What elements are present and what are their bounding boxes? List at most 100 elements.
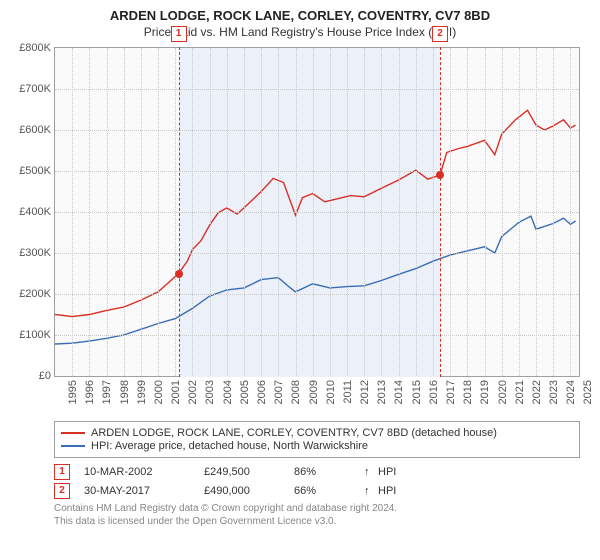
transaction-marker: 1: [54, 464, 70, 480]
x-axis-label: 2019: [480, 380, 492, 404]
gridline-v: [261, 48, 262, 376]
gridline-h: [55, 335, 579, 336]
chart-title: ARDEN LODGE, ROCK LANE, CORLEY, COVENTRY…: [14, 8, 586, 23]
y-axis-label: £600K: [19, 124, 51, 136]
gridline-v: [210, 48, 211, 376]
attribution: Contains HM Land Registry data © Crown c…: [54, 503, 580, 528]
y-axis-label: £200K: [19, 288, 51, 300]
y-axis-label: £800K: [19, 42, 51, 54]
marker-box-2: 2: [432, 26, 448, 42]
x-axis-label: 2002: [187, 380, 199, 404]
x-axis-label: 2007: [273, 380, 285, 404]
x-axis-label: 2022: [531, 380, 543, 404]
x-axis-label: 2008: [291, 380, 303, 404]
gridline-v: [553, 48, 554, 376]
gridline-v: [107, 48, 108, 376]
transaction-marker: 2: [54, 483, 70, 499]
arrow-up-icon: ↑: [364, 485, 378, 497]
x-axis-label: 2001: [170, 380, 182, 404]
chart-subtitle: Price paid vs. HM Land Registry's House …: [14, 25, 586, 39]
gridline-h: [55, 253, 579, 254]
transaction-hpi-label: HPI: [378, 485, 418, 497]
plot-area: £0£100K£200K£300K£400K£500K£600K£700K£80…: [54, 47, 580, 377]
gridline-h: [55, 212, 579, 213]
x-axis-label: 2010: [325, 380, 337, 404]
attribution-line: Contains HM Land Registry data © Crown c…: [54, 503, 580, 516]
x-axis-label: 2025: [583, 380, 595, 404]
gridline-v: [519, 48, 520, 376]
gridline-v: [278, 48, 279, 376]
transaction-pct: 66%: [294, 485, 364, 497]
gridline-v: [433, 48, 434, 376]
marker-dot-1: [175, 270, 183, 278]
gridline-v: [485, 48, 486, 376]
gridline-v: [450, 48, 451, 376]
x-axis-label: 2024: [565, 380, 577, 404]
x-axis-label: 2005: [239, 380, 251, 404]
attribution-line: This data is licensed under the Open Gov…: [54, 516, 580, 529]
x-axis-label: 2004: [222, 380, 234, 404]
gridline-v: [72, 48, 73, 376]
x-axis-label: 1998: [119, 380, 131, 404]
x-axis-label: 2015: [411, 380, 423, 404]
gridline-v: [296, 48, 297, 376]
transaction-price: £490,000: [204, 485, 294, 497]
x-axis-label: 2009: [308, 380, 320, 404]
x-axis-label: 1995: [67, 380, 79, 404]
x-axis-label: 2013: [376, 380, 388, 404]
gridline-v: [347, 48, 348, 376]
gridline-v: [381, 48, 382, 376]
gridline-h: [55, 171, 579, 172]
x-axis-label: 1997: [102, 380, 114, 404]
y-axis-label: £0: [39, 370, 51, 382]
gridline-v: [124, 48, 125, 376]
gridline-v: [227, 48, 228, 376]
x-axis-label: 2020: [497, 380, 509, 404]
gridline-v: [536, 48, 537, 376]
gridline-v: [399, 48, 400, 376]
gridline-v: [175, 48, 176, 376]
transaction-date: 30-MAY-2017: [84, 485, 204, 497]
x-axis-label: 2012: [359, 380, 371, 404]
legend-row: ARDEN LODGE, ROCK LANE, CORLEY, COVENTRY…: [61, 427, 573, 439]
transactions-table: 1 10-MAR-2002£249,50086%↑HPI 2 30-MAY-2017£…: [54, 464, 580, 499]
gridline-v: [158, 48, 159, 376]
transaction-row: 1 10-MAR-2002£249,50086%↑HPI: [54, 464, 580, 480]
y-axis-label: £400K: [19, 206, 51, 218]
transaction-hpi-label: HPI: [378, 466, 418, 478]
transaction-row: 2 30-MAY-2017£490,00066%↑HPI: [54, 483, 580, 499]
transaction-price: £249,500: [204, 466, 294, 478]
gridline-v: [313, 48, 314, 376]
legend-label: HPI: Average price, detached house, Nort…: [91, 440, 368, 452]
legend-row: HPI: Average price, detached house, Nort…: [61, 440, 573, 452]
legend-label: ARDEN LODGE, ROCK LANE, CORLEY, COVENTRY…: [91, 427, 497, 439]
gridline-v: [192, 48, 193, 376]
legend: ARDEN LODGE, ROCK LANE, CORLEY, COVENTRY…: [54, 421, 580, 458]
y-axis-label: £100K: [19, 329, 51, 341]
gridline-v: [244, 48, 245, 376]
gridline-v: [570, 48, 571, 376]
marker-box-1: 1: [171, 26, 187, 42]
x-axis-label: 2006: [256, 380, 268, 404]
transaction-pct: 86%: [294, 466, 364, 478]
gridline-h: [55, 89, 579, 90]
gridline-v: [330, 48, 331, 376]
transaction-date: 10-MAR-2002: [84, 466, 204, 478]
gridline-v: [502, 48, 503, 376]
legend-swatch: [61, 445, 85, 447]
x-axis-label: 2000: [153, 380, 165, 404]
marker-line-1: [179, 47, 180, 377]
x-axis-label: 2016: [428, 380, 440, 404]
y-axis-label: £700K: [19, 83, 51, 95]
x-axis-label: 2003: [205, 380, 217, 404]
gridline-v: [416, 48, 417, 376]
y-axis-label: £500K: [19, 165, 51, 177]
x-axis-label: 2021: [514, 380, 526, 404]
series-price_paid: [55, 110, 576, 316]
series-hpi: [55, 216, 576, 344]
arrow-up-icon: ↑: [364, 466, 378, 478]
gridline-h: [55, 294, 579, 295]
x-axis-label: 2011: [342, 380, 354, 404]
x-axis-label: 1996: [84, 380, 96, 404]
gridline-v: [467, 48, 468, 376]
